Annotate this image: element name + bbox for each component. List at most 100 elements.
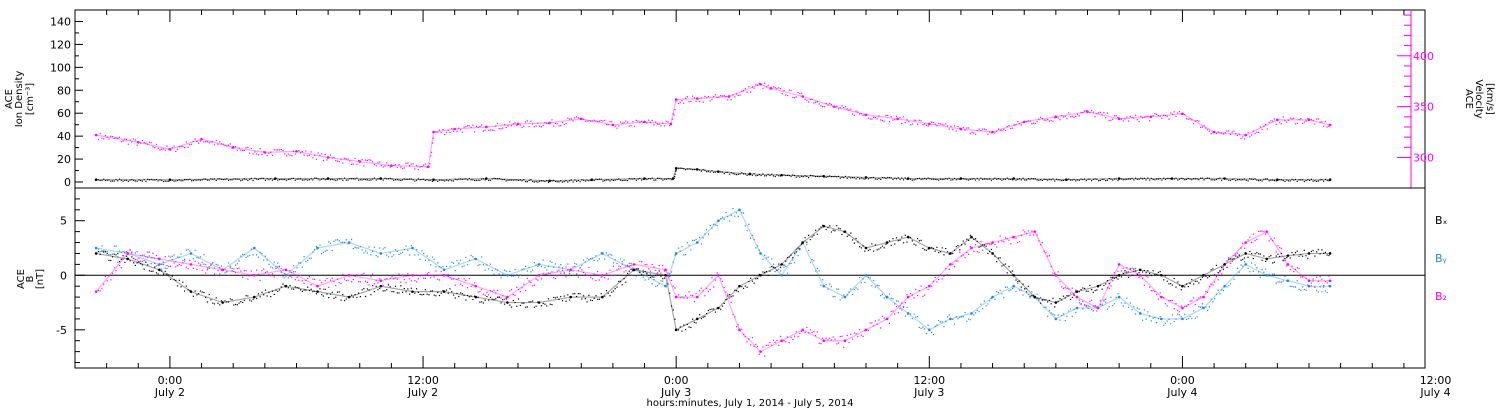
bz-sample — [155, 254, 158, 257]
by-sample — [843, 294, 845, 296]
density-sample — [468, 178, 470, 180]
density-sample — [808, 176, 810, 179]
velocity-sample — [1050, 120, 1052, 122]
density-sample — [491, 178, 493, 180]
velocity-point — [136, 140, 140, 144]
bz-sample — [1010, 243, 1012, 245]
by-sample — [192, 258, 194, 260]
density-sample — [802, 176, 804, 178]
density-sample — [572, 181, 574, 183]
bx-sample — [1057, 301, 1059, 303]
by-sample — [969, 319, 971, 321]
bx-sample — [278, 289, 281, 291]
bx-sample — [416, 288, 418, 290]
bx-sample — [1242, 258, 1244, 261]
velocity-sample — [1038, 118, 1040, 120]
bz-sample — [519, 290, 521, 293]
bz-sample — [484, 294, 486, 296]
bx-sample — [243, 299, 245, 301]
velocity-point — [579, 117, 583, 121]
by-sample — [1280, 281, 1283, 283]
bx-sample — [799, 248, 801, 250]
velocity-sample — [916, 123, 919, 125]
by-point — [949, 317, 952, 321]
bx-sample — [1219, 270, 1221, 272]
density-sample — [1098, 180, 1100, 182]
bx-sample — [953, 249, 956, 251]
by-sample — [1159, 315, 1161, 318]
velocity-sample — [488, 129, 490, 131]
bx-sample — [1208, 275, 1210, 278]
velocity-sample — [1323, 125, 1325, 127]
bx-point — [780, 263, 783, 266]
by-sample — [604, 258, 606, 260]
density-sample — [1141, 178, 1144, 180]
bz-sample — [472, 284, 474, 286]
velocity-sample — [683, 102, 685, 104]
bz-sample — [644, 264, 646, 266]
bx-sample — [252, 298, 254, 300]
velocity-sample — [648, 119, 650, 121]
velocity-sample — [1031, 123, 1033, 125]
bx-sample — [240, 301, 242, 303]
velocity-sample — [1208, 130, 1210, 132]
velocity-sample — [143, 142, 145, 144]
velocity-sample — [542, 124, 544, 126]
velocity-sample — [980, 129, 982, 132]
by-sample — [684, 253, 687, 256]
velocity-sample — [365, 159, 367, 161]
by-sample — [166, 267, 168, 270]
by-sample — [391, 255, 393, 258]
bz-point — [1138, 273, 1142, 277]
bx-sample — [343, 299, 346, 302]
top-right-ylabel-line2: Velocity — [1473, 79, 1484, 118]
density-sample — [1126, 178, 1128, 181]
by-sample — [590, 258, 592, 260]
bz-sample — [1249, 236, 1251, 238]
bz-sample — [229, 267, 231, 269]
velocity-sample — [662, 122, 664, 124]
by-point — [738, 208, 741, 212]
bx-sample — [670, 305, 673, 307]
velocity-sample — [206, 141, 209, 143]
velocity-sample — [982, 128, 984, 130]
bz-sample — [857, 336, 859, 338]
bz-sample — [1319, 276, 1321, 278]
density-sample — [1057, 179, 1059, 181]
bx-sample — [855, 237, 857, 240]
density-sample — [1201, 177, 1203, 179]
density-sample — [226, 178, 228, 180]
velocity-sample — [284, 153, 286, 155]
velocity-sample — [431, 142, 434, 144]
velocity-sample — [259, 148, 261, 150]
density-sample — [693, 168, 695, 171]
density-sample — [915, 178, 917, 180]
density-sample — [183, 179, 186, 181]
density-sample — [1080, 178, 1082, 180]
bz-point — [843, 339, 847, 343]
by-sample — [103, 251, 105, 254]
by-point — [1244, 263, 1248, 266]
bx-point — [949, 252, 952, 255]
bx-sample — [750, 277, 752, 279]
velocity-sample — [1159, 115, 1161, 117]
bx-sample — [350, 294, 353, 296]
bz-sample — [778, 344, 780, 346]
velocity-sample — [723, 95, 725, 97]
bz-sample — [964, 257, 966, 259]
bx-point — [1244, 252, 1248, 255]
by-sample — [980, 303, 982, 305]
by-sample — [319, 244, 321, 246]
bz-sample — [1178, 311, 1181, 313]
by-sample — [1127, 306, 1130, 308]
bx-sample — [433, 294, 435, 296]
legend-bz: B₂ — [1435, 290, 1447, 303]
bz-sample — [208, 266, 210, 268]
velocity-sample — [867, 117, 869, 119]
bx-sample — [723, 302, 725, 305]
bx-sample — [201, 291, 203, 293]
density-sample — [516, 179, 518, 181]
bx-sample — [424, 289, 427, 291]
bx-sample — [741, 286, 743, 288]
density-sample — [1073, 178, 1075, 181]
